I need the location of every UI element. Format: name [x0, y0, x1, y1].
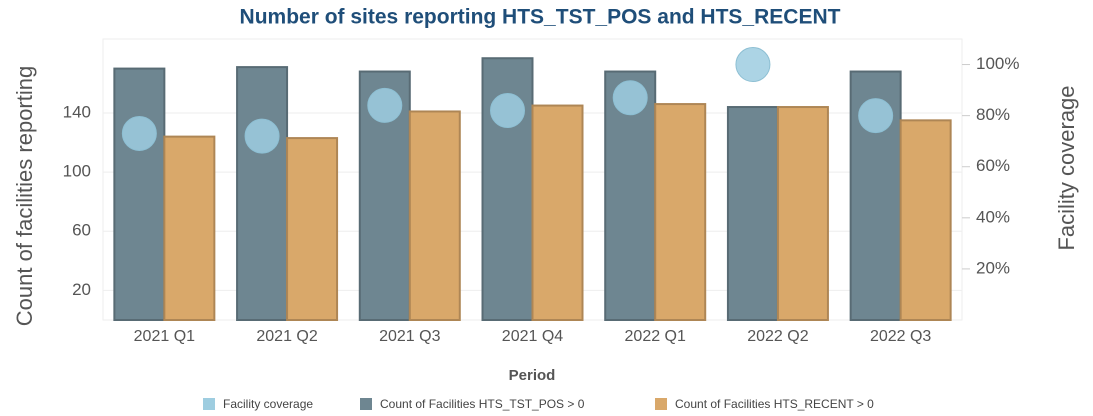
y-tick-label: 100 — [63, 162, 91, 181]
y2-tick-label: 100% — [976, 54, 1019, 73]
x-tick-label: 2021 Q1 — [134, 328, 195, 345]
x-tick-label: 2022 Q1 — [625, 328, 686, 345]
bar — [899, 119, 952, 321]
point — [735, 47, 771, 83]
bar — [531, 104, 584, 322]
y2-tick-label: 40% — [976, 207, 1010, 226]
point — [858, 98, 894, 134]
legend-label: Facility coverage — [223, 397, 313, 411]
legend-swatch — [360, 398, 372, 410]
x-axis-title: Period — [509, 367, 556, 384]
bar — [286, 137, 339, 321]
y2-tick-label: 80% — [976, 105, 1010, 124]
y-tick-label: 20 — [72, 280, 91, 299]
point — [490, 93, 525, 129]
bar — [236, 66, 289, 321]
x-tick-label: 2021 Q3 — [379, 328, 440, 345]
y-axis-title: Count of facilities reporting — [12, 66, 37, 326]
x-tick-label: 2022 Q2 — [747, 328, 808, 345]
bar — [163, 135, 216, 321]
y2-tick-label: 60% — [976, 156, 1010, 175]
bar — [113, 67, 166, 321]
x-tick-label: 2022 Q3 — [870, 328, 931, 345]
point — [121, 116, 157, 152]
y-tick-label: 60 — [72, 221, 91, 240]
chart-title: Number of sites reporting HTS_TST_POS an… — [240, 6, 841, 29]
bar — [654, 103, 707, 321]
bar — [726, 106, 779, 321]
x-tick-label: 2021 Q4 — [502, 328, 563, 345]
point — [612, 80, 648, 116]
x-tick-label: 2021 Q2 — [256, 328, 317, 345]
legend-label: Count of Facilities HTS_TST_POS > 0 — [380, 397, 585, 411]
point — [244, 118, 280, 154]
legend-label: Count of Facilities HTS_RECENT > 0 — [675, 397, 874, 411]
y-tick-label: 140 — [63, 102, 91, 121]
legend-swatch — [203, 398, 215, 410]
y2-tick-label: 20% — [976, 258, 1010, 277]
bar — [776, 106, 829, 321]
bar — [408, 110, 461, 322]
y2-axis-title: Facility coverage — [1054, 85, 1079, 250]
point — [367, 87, 403, 123]
legend-swatch — [655, 398, 667, 410]
